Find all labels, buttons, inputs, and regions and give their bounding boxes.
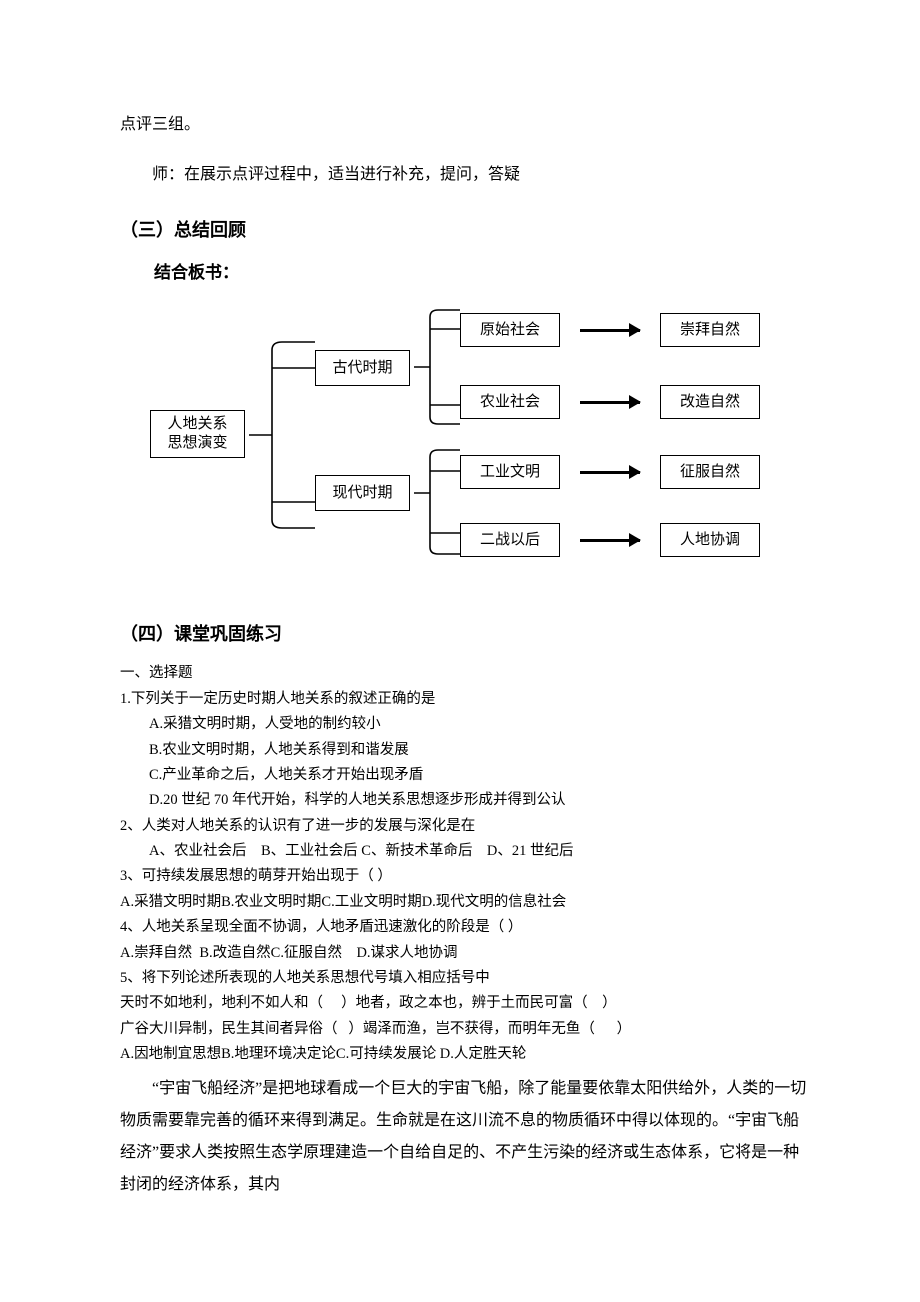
node-stage-0: 原始社会	[460, 313, 560, 347]
q-section-label: 一、选择题	[120, 661, 810, 686]
node-outcome-2: 征服自然	[660, 455, 760, 489]
q4-opts: A.崇拜自然 B.改造自然C.征服自然 D.谋求人地协调	[120, 941, 810, 966]
arrow-0	[580, 329, 640, 332]
node-period-ancient: 古代时期	[315, 350, 410, 386]
section-3-heading: （三）总结回顾	[120, 213, 810, 247]
node-outcome-0: 崇拜自然	[660, 313, 760, 347]
bracket-modern	[412, 447, 462, 567]
q1-d: D.20 世纪 70 年代开始，科学的人地关系思想逐步形成并得到公认	[120, 788, 810, 813]
arrow-3	[580, 539, 640, 542]
q3-opts: A.采猎文明时期B.农业文明时期C.工业文明时期D.现代文明的信息社会	[120, 890, 810, 915]
q2-opts: A、农业社会后 B、工业社会后 C、新技术革命后 D、21 世纪后	[120, 839, 810, 864]
bracket-root	[247, 340, 317, 530]
intro-line-2: 师：在展示点评过程中，适当进行补充，提问，答疑	[120, 160, 810, 190]
q3-stem: 3、可持续发展思想的萌芽开始出现于（ ）	[120, 864, 810, 889]
node-stage-2: 工业文明	[460, 455, 560, 489]
q4-stem: 4、人地关系呈现全面不协调，人地矛盾迅速激化的阶段是（ ）	[120, 915, 810, 940]
q5-stem: 5、将下列论述所表现的人地关系思想代号填入相应括号中	[120, 966, 810, 991]
node-stage-3: 二战以后	[460, 523, 560, 557]
q2-stem: 2、人类对人地关系的认识有了进一步的发展与深化是在	[120, 814, 810, 839]
passage-text: “宇宙飞船经济”是把地球看成一个巨大的宇宙飞船，除了能量要依靠太阳供给外，人类的…	[120, 1073, 810, 1201]
node-stage-1: 农业社会	[460, 385, 560, 419]
section-4-heading: （四）课堂巩固练习	[120, 617, 810, 651]
q5-opts: A.因地制宜思想B.地理环境决定论C.可持续发展论 D.人定胜天轮	[120, 1042, 810, 1067]
concept-diagram: 人地关系 思想演变 古代时期 现代时期 原始社会 农业社会 工业文明 二战以后 …	[120, 295, 810, 595]
questions-block: 一、选择题 1.下列关于一定历史时期人地关系的叙述正确的是 A.采猎文明时期，人…	[120, 661, 810, 1067]
q1-b: B.农业文明时期，人地关系得到和谐发展	[120, 738, 810, 763]
node-outcome-3: 人地协调	[660, 523, 760, 557]
q1-stem: 1.下列关于一定历史时期人地关系的叙述正确的是	[120, 687, 810, 712]
q1-a: A.采猎文明时期，人受地的制约较小	[120, 712, 810, 737]
node-period-modern: 现代时期	[315, 475, 410, 511]
node-root: 人地关系 思想演变	[150, 410, 245, 458]
q1-c: C.产业革命之后，人地关系才开始出现矛盾	[120, 763, 810, 788]
arrow-1	[580, 401, 640, 404]
q5-l1: 天时不如地利，地利不如人和（ ）地者，政之本也，辨于土而民可富（ ）	[120, 991, 810, 1016]
q5-l2: 广谷大川异制，民生其间者异俗（ ）竭泽而渔，岂不获得，而明年无鱼（ ）	[120, 1017, 810, 1042]
intro-line-1: 点评三组。	[120, 110, 810, 140]
node-outcome-1: 改造自然	[660, 385, 760, 419]
bracket-ancient	[412, 307, 462, 427]
arrow-2	[580, 471, 640, 474]
section-3-sub: 结合板书：	[120, 257, 810, 289]
